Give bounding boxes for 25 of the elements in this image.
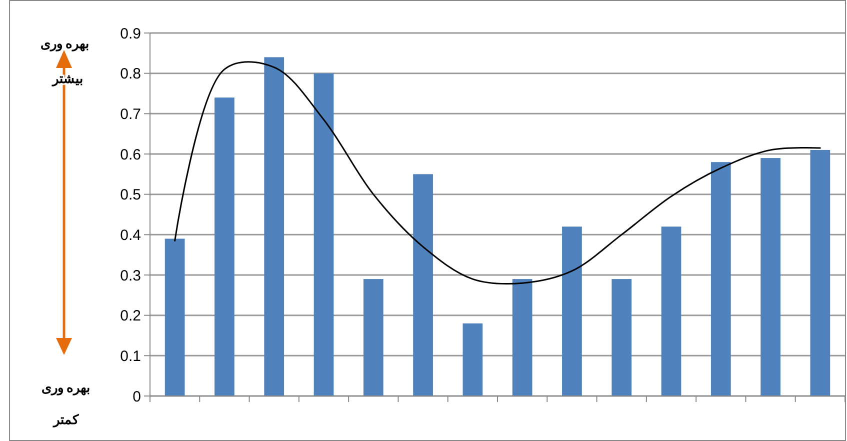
bar xyxy=(363,279,384,396)
bar xyxy=(562,226,582,396)
y-tick-label: 0.2 xyxy=(120,308,141,325)
y-tick-label: 0.9 xyxy=(120,25,141,42)
bar xyxy=(164,238,185,396)
bar xyxy=(710,162,731,396)
bar xyxy=(214,98,234,396)
y-tick-label: 0.7 xyxy=(120,106,141,123)
y-tick-label: 0.4 xyxy=(120,226,141,244)
y-tick-label: 0.5 xyxy=(120,186,141,204)
y-tick-label: 0.3 xyxy=(120,267,141,284)
y-tick-label: 0.6 xyxy=(120,146,141,164)
bar xyxy=(314,73,334,396)
bar xyxy=(462,323,483,396)
text: بهره وری کمتر xyxy=(41,380,91,427)
bar xyxy=(810,150,830,396)
bar xyxy=(612,279,632,396)
y-tick-label: 0 xyxy=(132,388,141,406)
y-tick-label: 0.8 xyxy=(120,66,141,83)
bar xyxy=(512,279,532,396)
y-tick-label: 0.1 xyxy=(120,348,141,365)
bar xyxy=(264,57,284,396)
bar xyxy=(760,158,780,396)
bar xyxy=(661,226,682,396)
bar xyxy=(413,174,433,396)
